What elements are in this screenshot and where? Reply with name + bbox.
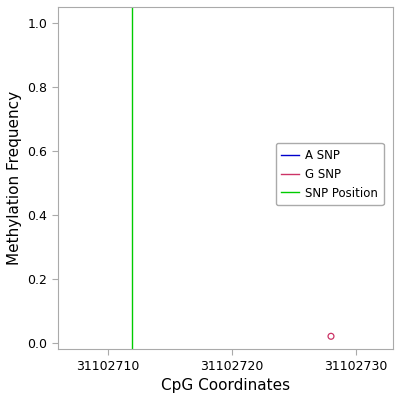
Y-axis label: Methylation Frequency: Methylation Frequency <box>7 91 22 265</box>
Legend: A SNP, G SNP, SNP Position: A SNP, G SNP, SNP Position <box>276 143 384 206</box>
Point <box>328 333 334 340</box>
X-axis label: CpG Coordinates: CpG Coordinates <box>161 378 290 393</box>
